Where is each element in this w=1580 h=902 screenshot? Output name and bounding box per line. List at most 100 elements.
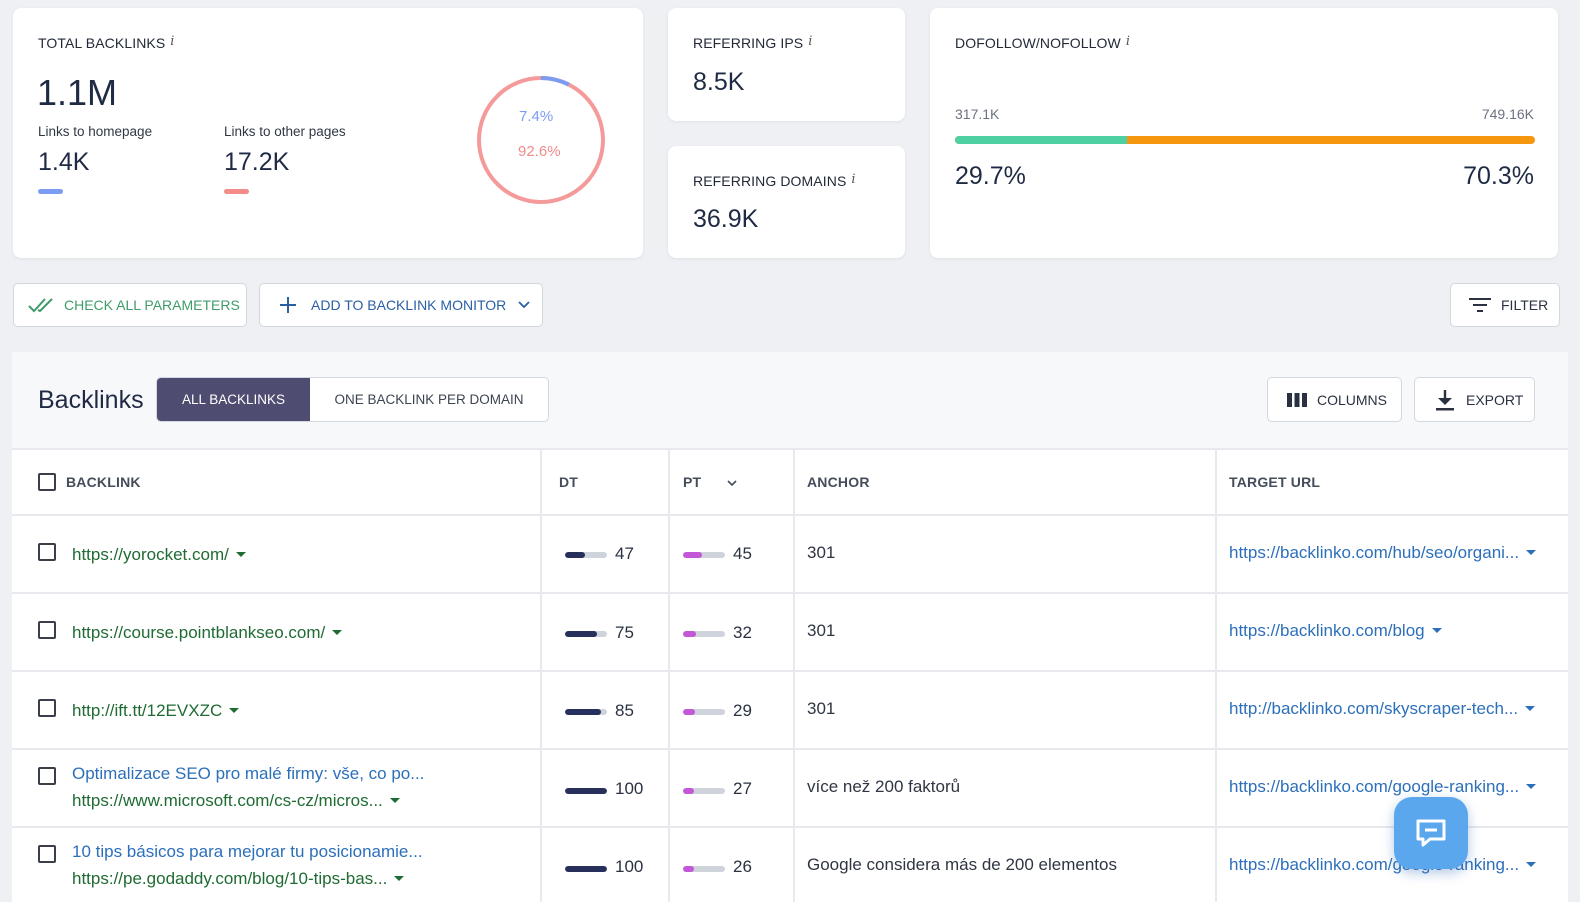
- tab-all-backlinks[interactable]: ALL BACKLINKS: [157, 378, 310, 421]
- row-divider: [12, 826, 1568, 828]
- info-icon[interactable]: i: [170, 34, 175, 49]
- dt-meter: [565, 709, 607, 715]
- donut-homepage-pct: 7.4%: [519, 108, 554, 125]
- dt-meter-fill: [565, 631, 597, 637]
- chevron-down-icon: [518, 301, 530, 309]
- target-url[interactable]: https://backlinko.com/blog: [1229, 621, 1442, 641]
- info-icon[interactable]: i: [808, 34, 813, 49]
- dt-meter: [565, 631, 607, 637]
- caret-down-icon[interactable]: [235, 552, 246, 558]
- dt-meter-fill: [565, 552, 585, 558]
- dofollow-ratio-fill: [955, 136, 1128, 144]
- backlink-url[interactable]: https://pe.godaddy.com/blog/10-tips-bas.…: [72, 869, 405, 889]
- backlink-url[interactable]: https://yorocket.com/: [72, 545, 246, 565]
- column-divider: [793, 450, 795, 902]
- backlink-url[interactable]: https://www.microsoft.com/cs-cz/micros..…: [72, 791, 400, 811]
- add-to-backlink-monitor-button[interactable]: ADD TO BACKLINK MONITOR: [259, 283, 543, 327]
- backlink-url[interactable]: http://ift.tt/12EVXZC: [72, 701, 240, 721]
- export-button[interactable]: EXPORT: [1414, 377, 1535, 422]
- row-checkbox[interactable]: [38, 543, 56, 561]
- anchor-text: Google considera más de 200 elementos: [807, 855, 1117, 874]
- pt-meter: [683, 631, 725, 637]
- target-url[interactable]: https://backlinko.com/google-ranking...: [1229, 777, 1537, 797]
- backlink-page-title[interactable]: 10 tips básicos para mejorar tu posicion…: [72, 842, 423, 861]
- target-url[interactable]: http://backlinko.com/skyscraper-tech...: [1229, 699, 1536, 719]
- column-header-pt[interactable]: PT: [683, 474, 737, 490]
- column-header-dt[interactable]: DT: [559, 474, 579, 490]
- row-divider: [12, 748, 1568, 750]
- pt-meter-fill: [683, 709, 696, 715]
- caret-down-icon[interactable]: [1526, 862, 1537, 868]
- links-to-homepage-value: 1.4K: [38, 148, 90, 176]
- anchor-text: 301: [807, 621, 836, 640]
- referring-domains-title: REFERRING DOMAINS i: [693, 172, 856, 189]
- info-icon[interactable]: i: [851, 172, 856, 187]
- backlink-url[interactable]: https://course.pointblankseo.com/: [72, 623, 343, 643]
- backlinks-donut-chart: [477, 76, 605, 204]
- donut-other-segment: [477, 76, 605, 204]
- check-all-parameters-button[interactable]: CHECK ALL PARAMETERS: [13, 283, 247, 327]
- dt-meter: [565, 788, 607, 794]
- pt-meter-fill: [683, 552, 702, 558]
- referring-domains-value: 36.9K: [693, 205, 759, 233]
- column-header-anchor[interactable]: ANCHOR: [807, 474, 870, 490]
- tab-one-backlink-per-domain[interactable]: ONE BACKLINK PER DOMAIN: [334, 392, 524, 407]
- donut-other-pct: 92.6%: [518, 143, 561, 160]
- target-url[interactable]: https://backlinko.com/google-ranking...: [1229, 855, 1537, 875]
- caret-down-icon[interactable]: [389, 798, 400, 804]
- caret-down-icon[interactable]: [1525, 706, 1536, 712]
- column-header-backlink[interactable]: BACKLINK: [66, 474, 141, 490]
- dt-meter-fill: [565, 866, 607, 872]
- columns-button[interactable]: COLUMNS: [1267, 377, 1402, 422]
- pt-meter-fill: [683, 788, 695, 794]
- backlinks-view-tabs: ALL BACKLINKS ONE BACKLINK PER DOMAIN: [156, 377, 549, 422]
- dt-value: 100: [615, 857, 644, 876]
- caret-down-icon[interactable]: [229, 708, 240, 714]
- referring-ips-title: REFERRING IPS i: [693, 34, 813, 51]
- anchor-text: 301: [807, 699, 836, 718]
- pt-meter: [683, 788, 725, 794]
- homepage-legend-dash: [38, 189, 63, 194]
- target-url[interactable]: https://backlinko.com/hub/seo/organi...: [1229, 543, 1537, 563]
- pt-meter-fill: [683, 631, 697, 637]
- pt-value: 45: [733, 544, 752, 563]
- column-header-target-url[interactable]: TARGET URL: [1229, 474, 1321, 490]
- row-checkbox[interactable]: [38, 621, 56, 639]
- backlinks-panel: [12, 352, 1568, 902]
- caret-down-icon[interactable]: [332, 630, 343, 636]
- columns-label: COLUMNS: [1317, 391, 1388, 408]
- row-checkbox[interactable]: [38, 767, 56, 785]
- row-checkbox[interactable]: [38, 699, 56, 717]
- filter-icon: [1469, 298, 1491, 312]
- row-checkbox[interactable]: [38, 845, 56, 863]
- table-top-divider: [12, 448, 1568, 450]
- caret-down-icon[interactable]: [1526, 784, 1537, 790]
- pt-meter-fill: [683, 866, 694, 872]
- column-divider: [1215, 450, 1217, 902]
- backlink-page-title[interactable]: Optimalizace SEO pro malé firmy: vše, co…: [72, 764, 425, 783]
- info-icon[interactable]: i: [1125, 34, 1131, 49]
- row-divider: [12, 670, 1568, 672]
- filter-label: FILTER: [1501, 297, 1549, 313]
- caret-down-icon[interactable]: [394, 876, 405, 882]
- pt-value: 29: [733, 701, 752, 720]
- row-divider: [12, 514, 1568, 516]
- export-label: EXPORT: [1466, 391, 1524, 408]
- caret-down-icon[interactable]: [1526, 550, 1537, 556]
- dt-meter: [565, 866, 607, 872]
- caret-down-icon[interactable]: [1431, 628, 1442, 634]
- chat-bubble-icon: [1416, 819, 1446, 847]
- select-all-checkbox[interactable]: [38, 473, 56, 491]
- sort-chevron-down-icon[interactable]: [727, 480, 737, 487]
- pt-meter: [683, 552, 725, 558]
- filter-button[interactable]: FILTER: [1450, 283, 1560, 327]
- referring-domains-card: REFERRING DOMAINS i 36.9K: [668, 146, 905, 258]
- columns-icon: [1287, 392, 1307, 407]
- dofollow-nofollow-card: DOFOLLOW/NOFOLLOW i 317.1K 749.16K 29.7% …: [930, 8, 1558, 258]
- nofollow-pct: 70.3%: [1463, 162, 1534, 190]
- dt-value: 100: [615, 779, 644, 798]
- chat-widget-button[interactable]: [1394, 797, 1468, 869]
- nofollow-count: 749.16K: [1481, 106, 1534, 122]
- pt-value: 27: [733, 779, 752, 798]
- total-backlinks-value: 1.1M: [37, 72, 118, 113]
